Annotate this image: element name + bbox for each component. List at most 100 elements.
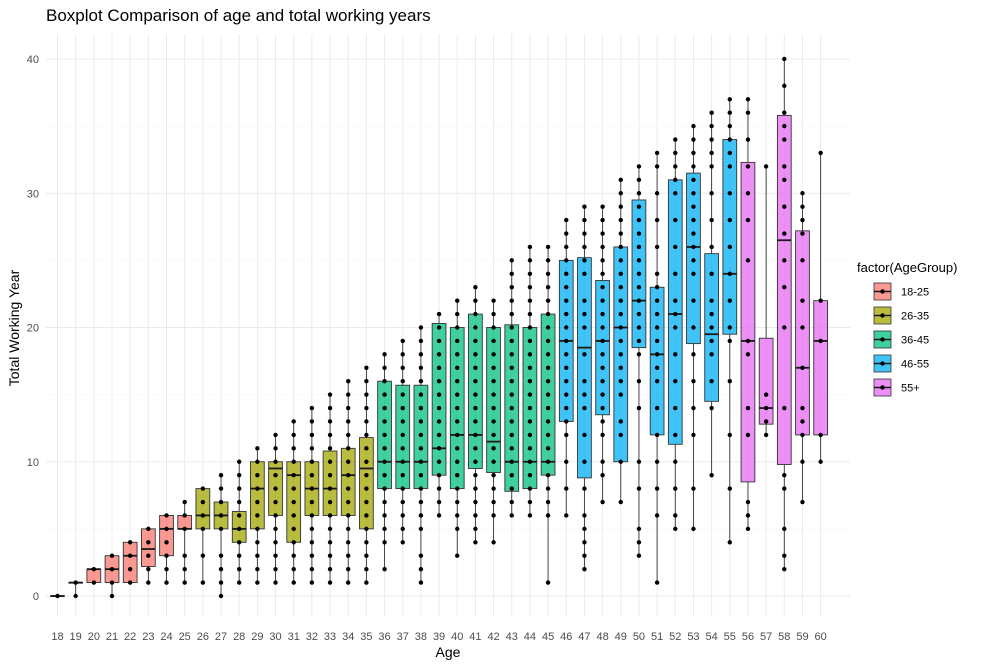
data-point (218, 486, 224, 491)
box-46-55 (722, 139, 738, 335)
data-point (364, 540, 369, 545)
data-point (600, 285, 605, 290)
data-point (654, 352, 660, 357)
x-tick-label: 26 (197, 631, 209, 643)
data-point (545, 271, 551, 276)
data-point (418, 379, 424, 384)
data-point (509, 365, 514, 370)
data-point (818, 338, 823, 344)
data-point (273, 553, 278, 558)
data-point (436, 472, 442, 478)
y-tick-label: 40 (27, 54, 39, 66)
data-point (654, 271, 660, 276)
x-tick-label: 39 (433, 631, 445, 643)
x-tick-label: 50 (633, 631, 645, 643)
data-point (527, 379, 533, 384)
data-point (727, 338, 732, 344)
data-point (291, 486, 296, 491)
data-point (164, 580, 169, 585)
x-tick-label: 30 (269, 631, 281, 643)
x-tick-label: 20 (88, 631, 100, 643)
data-point (364, 459, 369, 464)
data-point (527, 271, 533, 276)
data-point (618, 365, 623, 370)
data-point (582, 566, 587, 572)
data-point (455, 338, 460, 344)
data-point (709, 338, 714, 344)
data-point (346, 432, 351, 438)
data-point (455, 526, 460, 532)
x-tick-label: 55 (724, 631, 736, 643)
data-point (636, 231, 642, 236)
data-point (673, 164, 678, 169)
data-point (582, 540, 587, 545)
data-point (455, 486, 460, 491)
x-tick-label: 58 (778, 631, 790, 643)
data-point (636, 526, 642, 532)
data-point (636, 311, 642, 317)
data-point (636, 298, 642, 303)
data-point (582, 271, 587, 276)
data-point (237, 526, 242, 532)
data-point (182, 566, 187, 572)
data-point (600, 311, 605, 317)
data-point (691, 244, 696, 250)
x-tick-label: 47 (578, 631, 590, 643)
data-point (491, 405, 496, 411)
box-age-60 (813, 150, 828, 464)
data-point (418, 472, 424, 478)
data-point (654, 432, 660, 438)
data-point (91, 566, 97, 572)
x-tick-label: 41 (469, 631, 481, 643)
y-tick-label: 20 (27, 323, 39, 335)
data-point (636, 540, 642, 545)
data-point (309, 459, 315, 464)
data-point (600, 419, 605, 424)
box-age-25 (177, 499, 193, 585)
data-point (164, 553, 169, 558)
data-point (745, 97, 751, 102)
data-point (509, 405, 514, 411)
box-age-58 (776, 56, 792, 572)
data-point (455, 446, 460, 451)
box-age-37 (395, 338, 411, 545)
data-point (291, 540, 296, 545)
data-point (800, 258, 805, 263)
data-point (309, 566, 315, 572)
data-point (618, 217, 623, 223)
data-point (691, 137, 696, 142)
data-point (673, 311, 678, 317)
box-age-40 (449, 298, 465, 558)
data-point (364, 526, 369, 532)
data-point (800, 191, 805, 196)
data-point (400, 499, 405, 505)
data-point (564, 513, 569, 518)
data-point (691, 298, 696, 303)
data-point (691, 177, 696, 183)
data-point (346, 379, 351, 384)
data-point (109, 580, 115, 585)
data-point (727, 123, 732, 129)
data-point (418, 392, 424, 397)
data-point (654, 244, 660, 250)
data-point (691, 432, 696, 438)
data-point (636, 405, 642, 411)
data-point (455, 311, 460, 317)
data-point (564, 365, 569, 370)
legend-key-point (880, 385, 885, 390)
data-point (564, 258, 569, 263)
data-point (727, 298, 732, 303)
box-age-54 (704, 110, 719, 478)
data-point (382, 526, 387, 532)
data-point (527, 258, 533, 263)
data-point (564, 298, 569, 303)
data-point (182, 499, 187, 505)
data-point (564, 486, 569, 491)
data-point (564, 419, 569, 424)
x-axis-title: Age (436, 644, 461, 660)
data-point (255, 486, 260, 491)
data-point (691, 271, 696, 276)
data-point (545, 258, 551, 263)
data-point (673, 379, 678, 384)
data-point (709, 472, 714, 478)
